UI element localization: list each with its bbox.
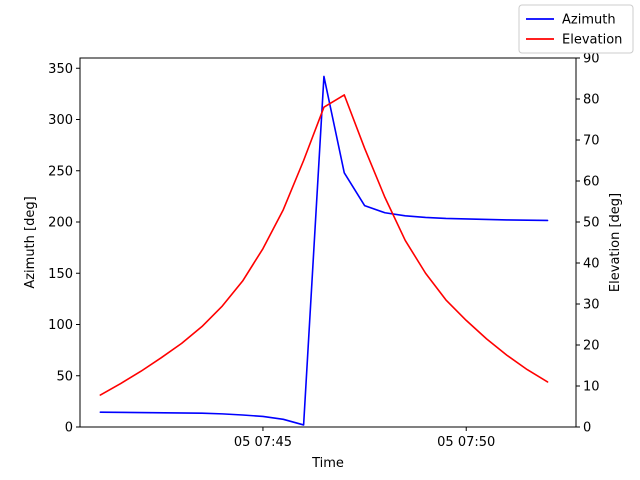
x-tick-label: 05 07:45	[234, 435, 292, 450]
left-tick-label: 150	[48, 267, 73, 282]
left-tick-label: 200	[48, 216, 73, 231]
left-axis: 0 50 100 150 200 250 300 350	[48, 62, 80, 436]
x-axis-label: Time	[311, 456, 344, 471]
series-line-elevation	[99, 94, 549, 396]
plot-frame	[79, 57, 577, 428]
left-tick-label: 0	[65, 421, 73, 436]
legend-label-elevation: Elevation	[562, 33, 622, 48]
series-line-azimuth	[99, 75, 549, 426]
right-tick-label: 30	[583, 298, 600, 313]
left-tick-label: 50	[56, 369, 73, 384]
x-axis: 05 07:45 05 07:50	[234, 427, 495, 450]
right-tick-label: 90	[583, 52, 600, 67]
right-tick-label: 60	[583, 175, 600, 190]
right-y-axis-label: Elevation [deg]	[608, 193, 623, 292]
left-y-axis-label: Azimuth [deg]	[23, 196, 38, 288]
right-tick-label: 50	[583, 216, 600, 231]
right-tick-label: 80	[583, 93, 600, 108]
right-axis: 0 10 20 30 40 50 60 70 80 90	[576, 52, 600, 436]
right-tick-label: 0	[583, 421, 591, 436]
legend: Azimuth Elevation	[518, 4, 634, 54]
right-tick-label: 40	[583, 257, 600, 272]
x-tick-label: 05 07:50	[437, 435, 495, 450]
legend-label-azimuth: Azimuth	[562, 13, 616, 28]
legend-box	[518, 4, 634, 54]
left-tick-label: 350	[48, 62, 73, 77]
left-tick-label: 100	[48, 318, 73, 333]
plot-border	[79, 57, 577, 428]
right-tick-label: 10	[583, 380, 600, 395]
left-tick-label: 250	[48, 164, 73, 179]
right-tick-label: 20	[583, 339, 600, 354]
series-layer	[99, 75, 549, 426]
left-tick-label: 300	[48, 113, 73, 128]
right-tick-label: 70	[583, 134, 600, 149]
